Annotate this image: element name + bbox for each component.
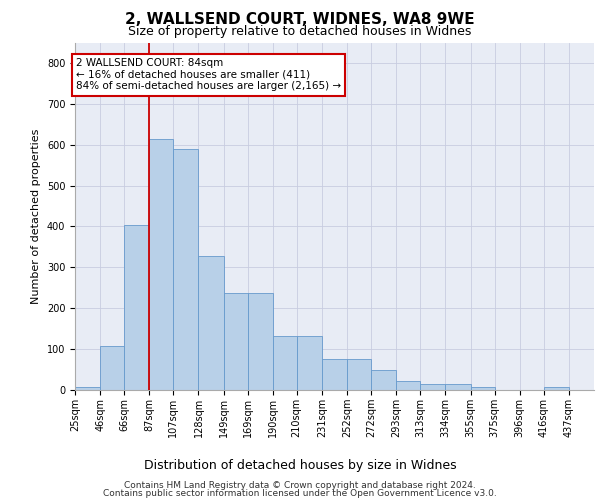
Bar [149, 140, 173, 390]
Bar [396, 381, 420, 390]
Text: Contains public sector information licensed under the Open Government Licence v3: Contains public sector information licen… [103, 488, 497, 498]
Text: 2 WALLSEND COURT: 84sqm
← 16% of detached houses are smaller (411)
84% of semi-d: 2 WALLSEND COURT: 84sqm ← 16% of detache… [76, 58, 341, 92]
Bar [173, 149, 199, 390]
Bar [470, 386, 494, 390]
Bar [544, 386, 569, 390]
Bar [199, 256, 224, 390]
Bar [297, 336, 322, 390]
Bar [273, 336, 297, 390]
Bar [420, 384, 445, 390]
Bar [445, 384, 470, 390]
Bar [100, 346, 124, 390]
Text: Distribution of detached houses by size in Widnes: Distribution of detached houses by size … [143, 460, 457, 472]
Bar [75, 386, 100, 390]
Text: Size of property relative to detached houses in Widnes: Size of property relative to detached ho… [128, 25, 472, 38]
Bar [347, 358, 371, 390]
Text: 2, WALLSEND COURT, WIDNES, WA8 9WE: 2, WALLSEND COURT, WIDNES, WA8 9WE [125, 12, 475, 28]
Bar [124, 225, 149, 390]
Bar [248, 292, 273, 390]
Bar [322, 358, 347, 390]
Y-axis label: Number of detached properties: Number of detached properties [31, 128, 41, 304]
Bar [224, 292, 248, 390]
Text: Contains HM Land Registry data © Crown copyright and database right 2024.: Contains HM Land Registry data © Crown c… [124, 481, 476, 490]
Bar [371, 370, 396, 390]
